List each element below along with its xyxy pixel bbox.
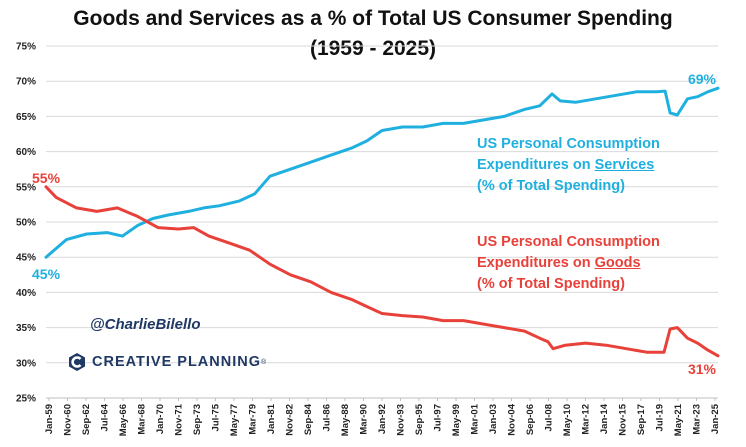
goods-start-label: 55% [32,170,61,186]
x-tick-label: Sep-62 [81,404,92,435]
y-tick-label: 45% [16,253,36,264]
y-tick-label: 30% [16,358,36,369]
y-tick-label: 60% [16,147,36,158]
x-tick-label: Jul-08 [544,404,555,431]
y-tick-label: 25% [16,394,36,405]
creative-planning-logo-icon [69,353,85,371]
x-tick-label: Jan-59 [44,404,55,434]
x-tick-label: Jul-19 [655,404,666,431]
x-tick-label: Nov-04 [507,403,518,435]
x-tick-label: Jan-03 [488,404,499,434]
author-handle: @CharlieBilello [90,316,201,333]
x-tick-label: May-77 [229,404,240,436]
x-tick-label: May-88 [340,404,351,436]
x-tick-label: Sep-73 [192,404,203,435]
x-tick-label: Jan-25 [710,403,721,434]
y-tick-label: 40% [16,288,36,299]
x-tick-label: May-10 [562,404,573,436]
x-tick-label: Jul-97 [433,404,444,431]
y-tick-label: 50% [16,218,36,229]
x-tick-label: Sep-17 [636,404,647,435]
x-tick-label: Jan-92 [377,404,388,434]
x-tick-label: Jan-81 [266,403,277,434]
chart-title-line-2: (1959 - 2025) [309,37,437,60]
goods-annotation-line-2: Expenditures on [477,255,595,271]
y-tick-label: 70% [16,77,36,88]
creative-planning-logo: CREATIVE PLANNING ® [68,352,266,372]
x-tick-label: Nov-15 [618,403,629,435]
x-tick-label: Jan-14 [599,403,610,434]
logo-text: CREATIVE PLANNING [92,354,261,370]
x-tick-label: Nov-71 [174,403,185,435]
x-tick-label: May-99 [451,404,462,436]
services-annotation-emphasis: Services [594,157,655,173]
goods-end-label: 31% [688,361,717,377]
y-tick-label: 75% [16,42,36,53]
services-line [44,86,720,259]
goods-line [44,185,720,358]
services-start-label: 45% [32,266,61,282]
services-annotation: US Personal Consumption Expenditures on … [477,134,660,197]
x-tick-label: Jan-70 [155,404,166,434]
services-annotation-line-1: US Personal Consumption [477,136,660,152]
services-annotation-line-3: (% of Total Spending) [477,178,625,194]
services-end-label: 69% [688,71,717,87]
y-tick-label: 55% [16,182,36,193]
x-tick-label: Jul-86 [322,404,333,431]
x-tick-label: Jul-75 [211,403,222,431]
y-tick-label: 65% [16,112,36,123]
x-tick-label: Mar-90 [359,404,370,435]
x-tick-label: Jul-64 [100,403,111,431]
x-tick-label: Nov-82 [285,404,296,436]
goods-annotation-line-1: US Personal Consumption [477,234,660,250]
logo-trademark: ® [261,358,267,366]
x-tick-label: Sep-95 [414,403,425,435]
goods-annotation-line-3: (% of Total Spending) [477,276,625,292]
goods-annotation: US Personal Consumption Expenditures on … [477,232,660,295]
y-tick-label: 35% [16,323,36,334]
x-tick-label: Mar-01 [470,403,481,434]
x-tick-label: May-66 [118,404,129,436]
x-tick-label: Mar-79 [248,404,259,435]
goods-annotation-emphasis: Goods [594,255,641,271]
x-tick-label: Mar-68 [137,404,148,435]
x-tick-label: Nov-60 [63,404,74,436]
x-tick-label: Mar-23 [692,404,703,435]
x-tick-label: Nov-93 [396,404,407,436]
x-tick-label: Mar-12 [581,404,592,435]
x-tick-label: May-21 [673,403,684,436]
x-tick-label: Sep-06 [525,404,536,435]
chart-title-line-1: Goods and Services as a % of Total US Co… [73,7,673,30]
services-annotation-line-2: Expenditures on [477,157,595,173]
x-tick-label: Sep-84 [303,403,314,435]
